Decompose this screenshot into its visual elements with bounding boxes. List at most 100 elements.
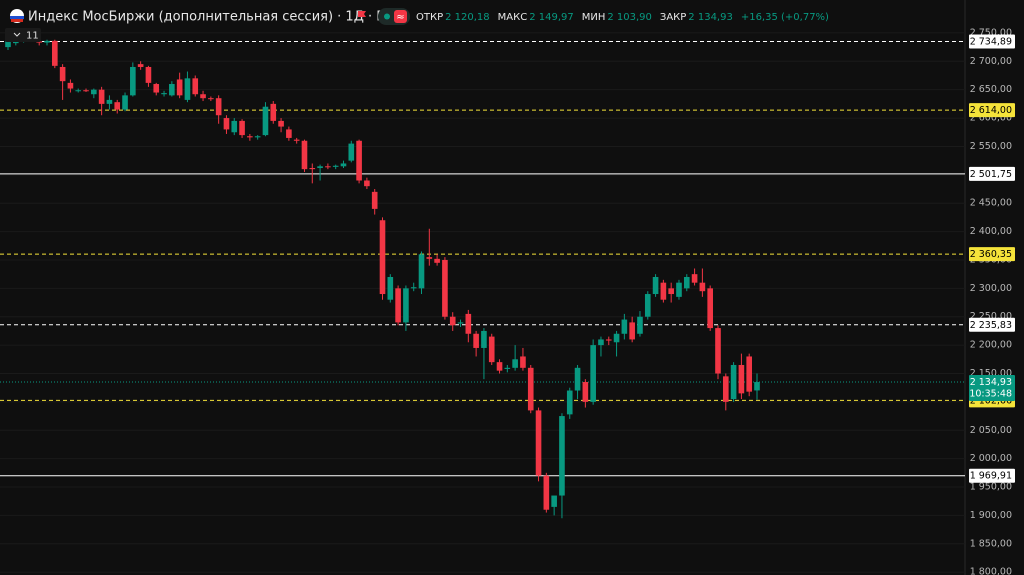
y-tick-label: 1 900,00 [970, 510, 1012, 521]
candles [5, 34, 760, 519]
level-label: 2 501,75 [970, 169, 1012, 180]
y-axis: 2 750,00 2 700,00 2 650,00 2 600,00 2 550,00… [969, 27, 1015, 575]
candle-body [582, 382, 589, 402]
legend-label: МИН [582, 12, 606, 23]
y-tick-label: 2 650,00 [970, 84, 1012, 95]
level-label: 2 235,83 [970, 320, 1012, 331]
level-label: 2 360,35 [970, 249, 1012, 260]
candle-body [286, 129, 292, 138]
header: Индекс МосБиржи (дополнительная сессия) … [5, 8, 829, 42]
candle-body [137, 64, 144, 67]
candle-body [691, 274, 698, 283]
candle-body [605, 339, 612, 341]
chevron [13, 32, 21, 37]
candle-body [169, 84, 175, 96]
candle-body [387, 276, 394, 300]
candle-body [457, 322, 464, 324]
candle-body [59, 66, 66, 82]
candle-body [145, 66, 152, 83]
y-tick-label: 2 250,00 [970, 311, 1012, 322]
candle-body [262, 106, 269, 136]
candle-body [512, 359, 518, 368]
candle-body [668, 288, 674, 295]
candle-body [707, 288, 713, 329]
candle-body [36, 41, 43, 43]
candle-body [527, 367, 534, 411]
collapse-button[interactable] [5, 28, 41, 42]
level-label: 1 969,91 [970, 471, 1012, 482]
candle-body [130, 66, 136, 96]
candle-body [754, 382, 760, 391]
candle-body [699, 282, 706, 292]
levels [0, 40, 965, 477]
legend-label: МАКС [498, 12, 528, 23]
legend-label: ОТКР [416, 12, 443, 23]
grid [0, 32, 965, 573]
flag-icon [10, 16, 24, 19]
candle-body [746, 356, 753, 392]
candle-body [683, 276, 690, 289]
candle-body [332, 165, 339, 167]
candle-body [730, 364, 737, 400]
y-tick-label: 2 450,00 [970, 198, 1012, 209]
candle-body [637, 316, 643, 334]
candle-body [488, 336, 495, 363]
candle-body [340, 163, 347, 167]
candle-body [75, 90, 82, 92]
candle-body [122, 95, 128, 110]
candle-body [317, 166, 323, 169]
level-label-box [969, 166, 1015, 181]
candle-body [67, 82, 74, 89]
flag-mark[interactable] [358, 11, 366, 17]
ohlc-legend: ОТКР 2 120,18 МАКС 2 149,97 МИН 2 103,90 ЗАКР 2… [416, 12, 829, 23]
candle-body [410, 287, 417, 289]
candle-body [239, 120, 245, 136]
candle-body [465, 313, 472, 334]
y-tick-label: 2 400,00 [970, 226, 1012, 237]
candle-body [543, 475, 550, 510]
candle-body [535, 410, 542, 476]
level-label: 2 734,89 [970, 36, 1012, 47]
candle-body [644, 294, 651, 317]
legend-value: 2 149,97 [529, 12, 574, 23]
level-label-box [969, 247, 1015, 262]
candle-body [371, 191, 378, 209]
candle-body [629, 322, 635, 340]
y-tick-label: 1 950,00 [970, 482, 1012, 493]
legend-value: 2 120,18 [445, 12, 490, 23]
candle-body [676, 282, 682, 297]
candle-body [106, 99, 113, 104]
candle-body [559, 416, 565, 496]
candle-body [200, 94, 206, 99]
candle-body [574, 367, 581, 391]
y-tick-label: 2 150,00 [970, 368, 1012, 379]
level-label-box [969, 103, 1015, 118]
level-label: 2 614,00 [970, 105, 1012, 116]
candle-body [504, 367, 511, 369]
y-tick-label: 2 550,00 [970, 141, 1012, 152]
candle-body [395, 288, 401, 323]
candle-body [161, 93, 167, 95]
candle-body [247, 136, 253, 138]
candle-body [426, 257, 433, 259]
candle-body [442, 259, 448, 317]
candle-body [301, 140, 308, 170]
y-tick-label: 2 200,00 [970, 340, 1012, 351]
candle-body [176, 79, 183, 96]
level-label-box [969, 317, 1015, 332]
candle-body [348, 143, 355, 161]
candle-body [434, 258, 440, 263]
legend-label: ЗАКР [660, 12, 686, 23]
candle-body [5, 41, 11, 48]
status-icon [394, 10, 407, 23]
candle-body [192, 78, 199, 95]
candle-body [379, 220, 386, 295]
candle-body [52, 40, 58, 66]
legend-value: 2 103,90 [607, 12, 652, 23]
legend-change: +16,35 (+0,77%) [741, 12, 829, 23]
candle-body [215, 98, 222, 116]
candle-body [598, 339, 604, 346]
